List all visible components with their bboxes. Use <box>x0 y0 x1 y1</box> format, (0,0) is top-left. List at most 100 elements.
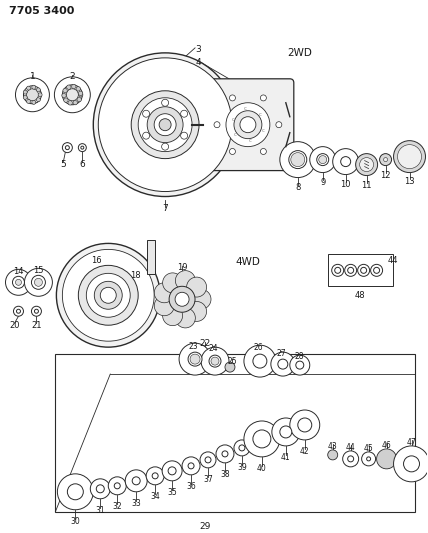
Circle shape <box>78 144 86 151</box>
Text: 16: 16 <box>91 256 101 265</box>
Circle shape <box>162 99 169 106</box>
Circle shape <box>64 98 68 102</box>
Text: 19: 19 <box>177 263 187 272</box>
Circle shape <box>54 77 90 112</box>
Circle shape <box>290 410 320 440</box>
Circle shape <box>253 354 267 368</box>
Circle shape <box>23 95 27 99</box>
Circle shape <box>289 151 307 168</box>
Circle shape <box>356 154 377 175</box>
Circle shape <box>335 268 341 273</box>
Text: 8: 8 <box>295 183 300 191</box>
Circle shape <box>62 93 66 98</box>
Circle shape <box>100 287 116 303</box>
Circle shape <box>27 89 39 101</box>
Text: c: c <box>244 107 247 111</box>
Circle shape <box>383 158 388 161</box>
Text: 2WD: 2WD <box>287 48 312 58</box>
Circle shape <box>65 146 69 150</box>
Circle shape <box>181 132 187 139</box>
Circle shape <box>90 479 110 499</box>
Circle shape <box>380 154 392 166</box>
Text: 13: 13 <box>404 176 415 185</box>
Text: 35: 35 <box>167 488 177 497</box>
Circle shape <box>66 89 78 101</box>
Circle shape <box>86 273 130 317</box>
Text: 36: 36 <box>186 482 196 491</box>
Circle shape <box>36 88 40 92</box>
Circle shape <box>93 53 237 197</box>
Circle shape <box>188 352 202 366</box>
Text: 44: 44 <box>388 256 398 265</box>
Text: 3: 3 <box>195 45 201 54</box>
Circle shape <box>253 430 271 448</box>
Circle shape <box>362 452 376 466</box>
Text: 10: 10 <box>340 180 351 189</box>
Circle shape <box>244 345 276 377</box>
Circle shape <box>226 103 270 147</box>
Circle shape <box>56 244 160 347</box>
Text: 12: 12 <box>380 171 391 180</box>
Circle shape <box>163 273 183 293</box>
Circle shape <box>31 276 45 289</box>
Circle shape <box>68 101 72 105</box>
Circle shape <box>234 111 262 139</box>
Circle shape <box>377 449 397 469</box>
Text: 33: 33 <box>131 499 141 508</box>
Text: 9: 9 <box>320 177 325 187</box>
Circle shape <box>15 279 21 285</box>
Text: 21: 21 <box>31 321 42 330</box>
Text: 46: 46 <box>382 441 392 450</box>
Circle shape <box>143 110 150 117</box>
Text: 28: 28 <box>294 352 303 361</box>
Circle shape <box>276 122 282 128</box>
Circle shape <box>317 154 329 166</box>
Circle shape <box>182 457 200 475</box>
Circle shape <box>333 149 359 175</box>
Circle shape <box>360 158 374 172</box>
Circle shape <box>24 268 52 296</box>
Circle shape <box>209 355 221 367</box>
Circle shape <box>162 143 169 150</box>
Bar <box>328 254 392 286</box>
Circle shape <box>190 354 200 364</box>
Text: 38: 38 <box>220 470 230 479</box>
Circle shape <box>154 283 174 303</box>
Circle shape <box>154 114 176 136</box>
Text: 37: 37 <box>203 475 213 484</box>
Circle shape <box>371 264 383 276</box>
Text: 17: 17 <box>146 257 157 266</box>
Circle shape <box>62 85 82 105</box>
Circle shape <box>131 91 199 159</box>
Circle shape <box>36 98 40 102</box>
Text: 32: 32 <box>113 502 122 511</box>
Circle shape <box>62 249 154 341</box>
Circle shape <box>62 143 72 152</box>
Text: 42: 42 <box>300 447 309 456</box>
Text: 15: 15 <box>33 266 44 276</box>
Text: 22: 22 <box>199 339 211 348</box>
Circle shape <box>394 446 428 482</box>
Circle shape <box>14 306 24 316</box>
Circle shape <box>332 264 344 276</box>
Text: 31: 31 <box>95 506 105 515</box>
Circle shape <box>398 144 422 168</box>
Circle shape <box>244 421 280 457</box>
Circle shape <box>358 264 370 276</box>
Circle shape <box>31 306 42 316</box>
Circle shape <box>211 357 219 365</box>
Circle shape <box>57 474 93 510</box>
Text: 24: 24 <box>208 344 218 353</box>
Circle shape <box>78 93 83 97</box>
Circle shape <box>17 309 21 313</box>
Circle shape <box>147 107 183 143</box>
Circle shape <box>234 440 250 456</box>
Circle shape <box>343 451 359 467</box>
Circle shape <box>159 119 171 131</box>
Circle shape <box>34 278 42 286</box>
Circle shape <box>81 146 84 149</box>
Text: 29: 29 <box>199 522 211 531</box>
Text: 43: 43 <box>328 442 338 451</box>
Circle shape <box>125 470 147 492</box>
Circle shape <box>222 451 228 457</box>
